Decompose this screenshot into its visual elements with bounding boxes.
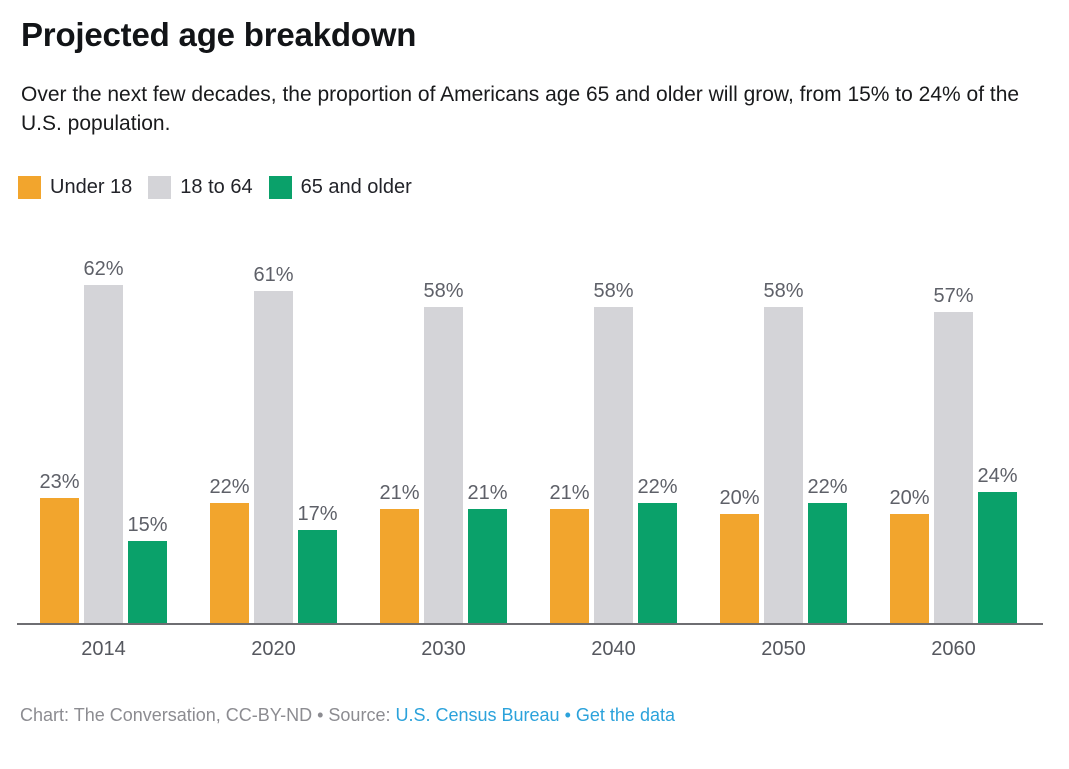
legend-label: 18 to 64 [180, 176, 253, 198]
bar [594, 307, 633, 623]
x-axis: 2014 2020 2030 2040 2050 2060 [17, 638, 1043, 661]
bar [890, 514, 929, 623]
bar-2050-65-and-older: 22% [807, 476, 848, 623]
bar-2030-under-18: 21% [379, 482, 420, 623]
bar-2014-65-and-older: 15% [127, 514, 168, 623]
bar-value-label: 23% [39, 471, 80, 493]
bar [298, 530, 337, 623]
bar-2020-65-and-older: 17% [297, 503, 338, 623]
bar-value-label: 22% [807, 476, 848, 498]
bar-2050-18-to-64: 58% [763, 280, 804, 623]
legend-swatch-65-and-older [268, 176, 292, 199]
x-axis-label-2060: 2060 [931, 638, 976, 660]
bar-2020-18-to-64: 61% [253, 264, 294, 623]
bar-value-label: 61% [253, 264, 294, 286]
bar-group-2050: 20% 58% 22% [719, 280, 848, 623]
plot-area: 23% 62% 15% 22% 61% 17% [17, 250, 1043, 625]
legend-item-18-to-64: 18 to 64 [148, 176, 253, 199]
bar-group-2020: 22% 61% 17% [209, 264, 338, 623]
bar-value-label: 17% [297, 503, 338, 525]
x-axis-label-2020: 2020 [251, 638, 296, 660]
bar-value-label: 21% [549, 482, 590, 504]
bar-2040-18-to-64: 58% [593, 280, 634, 623]
footer-separator: • [564, 705, 571, 725]
legend-label: Under 18 [50, 176, 133, 198]
bar [40, 498, 79, 623]
bar [764, 307, 803, 623]
x-axis-label-2050: 2050 [761, 638, 806, 660]
bar [84, 285, 123, 623]
bar-2040-under-18: 21% [549, 482, 590, 623]
bar [934, 312, 973, 623]
legend-swatch-under-18 [18, 176, 41, 199]
bar-2060-65-and-older: 24% [977, 465, 1018, 623]
bar-2030-18-to-64: 58% [423, 280, 464, 623]
bar-2030-65-and-older: 21% [467, 482, 508, 623]
bar-2014-under-18: 23% [39, 471, 80, 623]
bar-value-label: 57% [933, 285, 974, 307]
bar-value-label: 22% [209, 476, 250, 498]
bar-value-label: 21% [379, 482, 420, 504]
bar-group-2014: 23% 62% 15% [39, 258, 168, 623]
x-axis-label-2040: 2040 [591, 638, 636, 660]
page-subtitle: Over the next few decades, the proportio… [21, 83, 1020, 135]
bar [638, 503, 677, 623]
x-axis-label-2014: 2014 [81, 638, 126, 660]
legend-item-under-18: Under 18 [18, 176, 132, 199]
bar-2060-under-18: 20% [889, 487, 930, 623]
bar-value-label: 58% [763, 280, 804, 302]
legend-item-65-and-older: 65 and older [268, 176, 412, 199]
bar-group-2030: 21% 58% 21% [379, 280, 508, 623]
bar [978, 492, 1017, 623]
bar-value-label: 22% [637, 476, 678, 498]
bar [254, 291, 293, 623]
bar-value-label: 20% [889, 487, 930, 509]
attribution-footer: Chart: The Conversation, CC-BY-ND • Sour… [20, 705, 675, 726]
bar-2014-18-to-64: 62% [83, 258, 124, 623]
legend-label: 65 and older [300, 176, 412, 198]
bar [210, 503, 249, 623]
credit-text: Chart: The Conversation, CC-BY-ND • Sour… [20, 705, 391, 725]
bar-2050-under-18: 20% [719, 487, 760, 623]
bar-value-label: 58% [593, 280, 634, 302]
x-axis-label-2030: 2030 [421, 638, 466, 660]
legend: Under 18 18 to 64 65 and older [18, 176, 412, 199]
page-title: Projected age breakdown [21, 16, 417, 53]
bar [380, 509, 419, 623]
legend-swatch-18-to-64 [148, 176, 172, 199]
bar-group-2040: 21% 58% 22% [549, 280, 678, 623]
bar [128, 541, 167, 623]
bar-2020-under-18: 22% [209, 476, 250, 623]
bar-value-label: 58% [423, 280, 464, 302]
bar-value-label: 21% [467, 482, 508, 504]
bar-chart: 23% 62% 15% 22% 61% 17% [17, 250, 1043, 661]
bar-value-label: 62% [83, 258, 124, 280]
bar [550, 509, 589, 623]
get-the-data-link[interactable]: Get the data [575, 705, 675, 725]
bar [808, 503, 847, 623]
bar-value-label: 20% [719, 487, 760, 509]
bar-2040-65-and-older: 22% [637, 476, 678, 623]
bar-value-label: 15% [127, 514, 168, 536]
source-link[interactable]: U.S. Census Bureau [395, 705, 560, 725]
bar-group-2060: 20% 57% 24% [889, 285, 1018, 623]
bar-value-label: 24% [977, 465, 1018, 487]
bar [424, 307, 463, 623]
bar-2060-18-to-64: 57% [933, 285, 974, 623]
bar [468, 509, 507, 623]
bar [720, 514, 759, 623]
